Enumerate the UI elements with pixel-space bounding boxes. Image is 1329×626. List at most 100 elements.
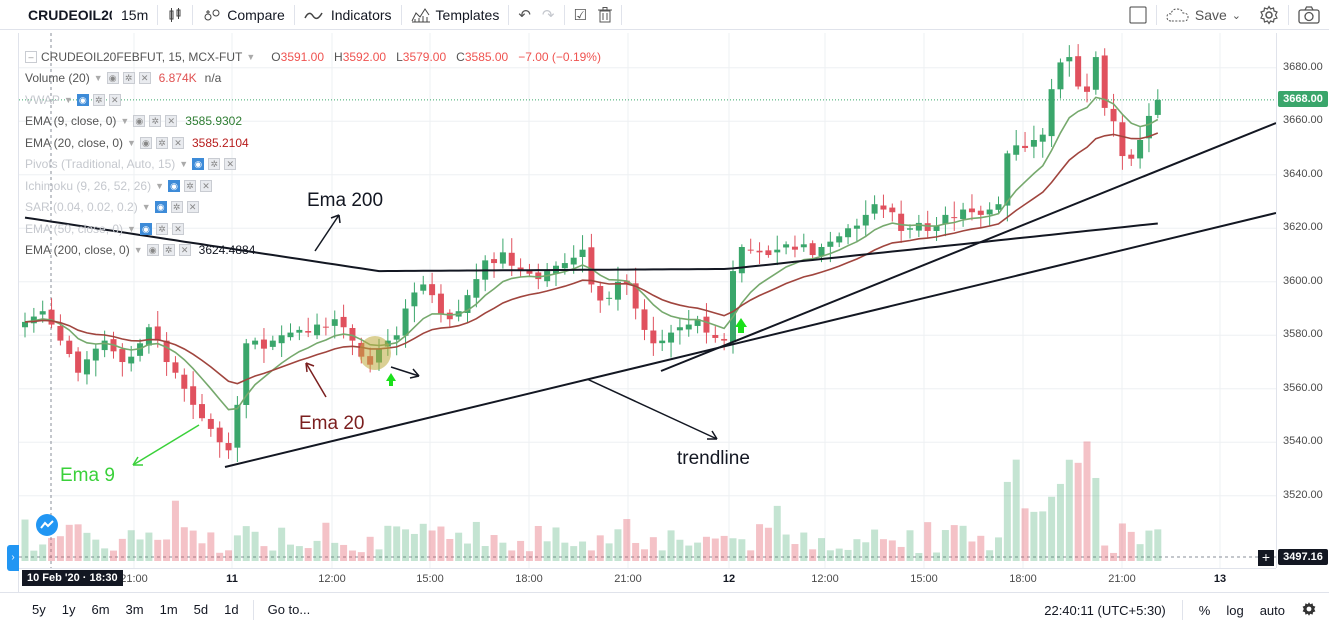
chevron-down-icon[interactable]: ▼ (179, 159, 189, 170)
chevron-down-icon[interactable]: ▼ (63, 94, 73, 105)
remove-icon[interactable]: ✕ (178, 244, 191, 257)
eye-hidden-icon[interactable]: ◉ (139, 222, 152, 235)
toggle-drawing-toolbar-button[interactable]: › (7, 545, 19, 571)
candle-body (446, 312, 453, 320)
volume-bar (667, 530, 675, 561)
range-button-5y[interactable]: 5y (32, 602, 46, 617)
remove-icon[interactable]: ✕ (171, 136, 184, 149)
eye-icon[interactable]: ◉ (139, 136, 152, 149)
candle-body (747, 249, 754, 251)
range-button-1y[interactable]: 1y (61, 602, 76, 617)
alert-check-button[interactable]: ☑ (565, 0, 596, 30)
range-button-5d[interactable]: 5d (193, 602, 209, 617)
settings-small-icon[interactable]: ✲ (149, 115, 162, 128)
legend-study-row[interactable]: EMA (20, close, 0) ▼ ◉ ✲ ✕ 3585.2104 (25, 132, 601, 154)
clock[interactable]: 22:40:11 (UTC+5:30) (1044, 602, 1166, 618)
gear-icon (1260, 5, 1278, 25)
legend-study-row[interactable]: Pivots (Traditional, Auto, 15) ▼ ◉ ✲ ✕ (25, 154, 601, 176)
ema20-line (24, 132, 1159, 385)
legend-study-row[interactable]: Volume (20) ▼ ◉ ✲ ✕ 6.874K n/a (25, 68, 601, 90)
templates-button[interactable]: Templates (402, 0, 509, 30)
indicators-button[interactable]: Indicators (295, 0, 401, 30)
settings-small-icon[interactable]: ✲ (155, 222, 168, 235)
interval-button[interactable]: 15m (112, 0, 157, 30)
settings-small-icon[interactable]: ✲ (208, 158, 221, 171)
crosshair-price-label: 3497.16 (1278, 549, 1328, 565)
legend-study-row[interactable]: EMA (9, close, 0) ▼ ◉ ✲ ✕ 3585.9302 (25, 111, 601, 133)
price-axis[interactable]: 3680.00 3660.00 3640.00 3620.00 3600.00 3580.… (1276, 33, 1329, 568)
range-button-1d[interactable]: 1d (224, 602, 239, 617)
indicator-lines (24, 96, 1159, 411)
eye-hidden-icon[interactable]: ◉ (76, 93, 89, 106)
candle-body (260, 339, 267, 349)
delete-button[interactable] (596, 0, 621, 30)
chevron-down-icon[interactable]: ▼ (93, 73, 103, 84)
settings-small-icon[interactable]: ✲ (155, 136, 168, 149)
save-button[interactable]: Save ⌄ (1157, 0, 1250, 30)
remove-icon[interactable]: ✕ (224, 158, 237, 171)
remove-icon[interactable]: ✕ (108, 93, 121, 106)
candle-body (92, 348, 99, 361)
remove-icon[interactable]: ✕ (171, 222, 184, 235)
percent-scale-toggle[interactable]: % (1198, 602, 1211, 618)
chevron-down-icon[interactable]: ▼ (127, 137, 136, 148)
chevron-down-icon: ⌄ (1231, 8, 1241, 22)
remove-icon[interactable]: ✕ (200, 179, 212, 192)
settings-small-icon[interactable]: ✲ (92, 93, 105, 106)
eye-icon[interactable]: ◉ (133, 115, 146, 128)
legend-study-row[interactable]: SAR (0.04, 0.02, 0.2) ▼ ◉ ✲ ✕ (25, 197, 601, 219)
volume-bar (366, 536, 374, 561)
time-axis[interactable]: 21:00 11 12:00 15:00 18:00 21:00 12 12:00 15:00 1… (19, 568, 1276, 590)
volume-bar (924, 522, 932, 561)
range-button-3m[interactable]: 3m (125, 602, 144, 617)
time-tick: 11 (226, 573, 238, 585)
volume-bar (632, 542, 640, 561)
redo-button[interactable]: ↷ (540, 0, 564, 30)
eye-hidden-icon[interactable]: ◉ (192, 158, 205, 171)
remove-icon[interactable]: ✕ (138, 72, 151, 85)
log-scale-toggle[interactable]: log (1226, 602, 1244, 618)
toolbar-divider (1288, 5, 1289, 25)
candle-body (570, 257, 577, 265)
range-button-1m[interactable]: 1m (159, 602, 178, 617)
study-extra: n/a (204, 71, 222, 86)
candle-body (119, 349, 126, 363)
auto-scale-toggle[interactable]: auto (1259, 602, 1285, 618)
chevron-down-icon[interactable]: ▼ (120, 116, 130, 127)
eye-icon[interactable]: ◉ (106, 72, 119, 85)
remove-icon[interactable]: ✕ (165, 115, 178, 128)
range-button-6m[interactable]: 6m (91, 602, 110, 617)
legend-symbol-row[interactable]: – CRUDEOIL20FEBFUT, 15, MCX-FUT ▼ O3591.… (25, 46, 601, 68)
compare-button[interactable]: Compare (193, 0, 294, 30)
chart-pane[interactable] (19, 33, 1276, 568)
undo-button[interactable]: ↶ (509, 0, 540, 30)
chart-canvas[interactable] (19, 33, 1276, 568)
chart-settings-button[interactable] (1301, 601, 1317, 620)
fullscreen-button[interactable] (1120, 0, 1156, 30)
goto-date-button[interactable]: Go to... (267, 602, 311, 617)
snapshot-button[interactable] (1289, 0, 1329, 30)
settings-button[interactable] (1250, 0, 1288, 30)
study-list: Volume (20) ▼ ◉ ✲ ✕ 6.874K n/a VWAP ▼ ◉ ✲ ✕ EMA (9, … (25, 68, 601, 262)
legend-study-row[interactable]: VWAP ▼ ◉ ✲ ✕ (25, 89, 601, 111)
chevron-down-icon[interactable]: ▼ (141, 202, 151, 213)
legend-study-row[interactable]: EMA (50, close, 0) ▼ ◉ ✲ ✕ (25, 218, 601, 240)
remove-icon[interactable]: ✕ (186, 201, 199, 214)
chevron-down-icon[interactable]: ▼ (133, 245, 143, 256)
eye-icon[interactable]: ◉ (146, 244, 159, 257)
chart-style-button[interactable] (158, 0, 192, 30)
eye-hidden-icon[interactable]: ◉ (154, 201, 167, 214)
symbol-search[interactable]: CRUDEOIL20 (28, 6, 112, 23)
settings-small-icon[interactable]: ✲ (122, 72, 135, 85)
legend-study-row[interactable]: EMA (200, close, 0) ▼ ◉ ✲ ✕ 3624.4884 (25, 240, 601, 262)
settings-small-icon[interactable]: ✲ (170, 201, 183, 214)
toolbar-divider (192, 4, 194, 25)
settings-small-icon[interactable]: ✲ (162, 244, 175, 257)
eye-hidden-icon[interactable]: ◉ (168, 179, 180, 192)
chevron-down-icon[interactable]: ▼ (246, 51, 256, 62)
chevron-down-icon[interactable]: ▼ (127, 223, 136, 234)
collapse-legend-icon[interactable]: – (25, 50, 37, 63)
legend-study-row[interactable]: Ichimoku (9, 26, 52, 26) ▼ ◉ ✲ ✕ (25, 175, 601, 197)
chevron-down-icon[interactable]: ▼ (155, 180, 164, 191)
settings-small-icon[interactable]: ✲ (184, 179, 196, 192)
